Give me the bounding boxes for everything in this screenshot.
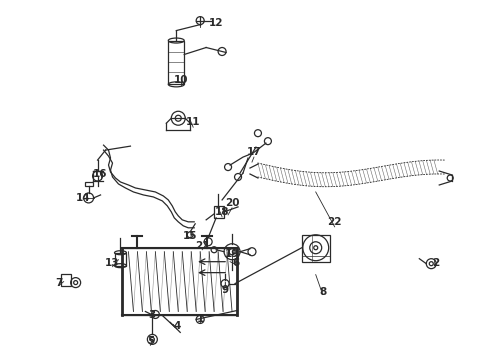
Text: 9: 9 <box>221 284 229 294</box>
Text: 6: 6 <box>232 258 240 268</box>
Text: 5: 5 <box>147 336 154 346</box>
Text: 18: 18 <box>215 207 229 217</box>
Text: 8: 8 <box>319 287 326 297</box>
Text: 11: 11 <box>186 117 200 127</box>
Text: 2: 2 <box>432 258 439 268</box>
Text: 21: 21 <box>195 241 209 251</box>
Text: 1: 1 <box>196 314 204 324</box>
Text: 16: 16 <box>93 169 108 179</box>
Text: 13: 13 <box>105 258 120 268</box>
Text: 19: 19 <box>225 249 239 259</box>
Text: 15: 15 <box>183 231 197 241</box>
Text: 10: 10 <box>174 75 189 85</box>
Text: 7: 7 <box>55 278 62 288</box>
Text: 12: 12 <box>209 18 223 28</box>
Text: 17: 17 <box>246 147 261 157</box>
Text: 14: 14 <box>75 193 90 203</box>
Text: 20: 20 <box>225 198 239 208</box>
Text: 22: 22 <box>327 217 342 227</box>
Text: 4: 4 <box>173 321 181 332</box>
Text: 3: 3 <box>149 310 156 320</box>
